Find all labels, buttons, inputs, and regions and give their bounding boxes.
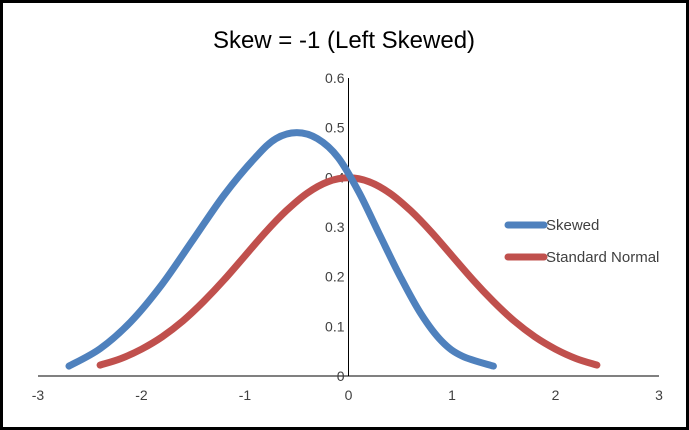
- legend-label-standard-normal: Standard Normal: [546, 249, 659, 266]
- y-tick-label: 0.6: [325, 70, 345, 86]
- y-tick-label: 0: [337, 368, 345, 384]
- chart-svg: Skew = -1 (Left Skewed) -3 -2 -1 0 1 2 3 0 0.1 0.…: [32, 27, 663, 403]
- x-tick-label: 1: [448, 387, 456, 403]
- x-tick-label: -1: [239, 387, 252, 403]
- y-tick-label: 0.1: [325, 318, 345, 334]
- chart-title: Skew = -1 (Left Skewed): [213, 27, 475, 54]
- legend-label-skewed: Skewed: [546, 217, 599, 234]
- x-tick-label: 0: [345, 387, 353, 403]
- y-tick-label: 0.5: [325, 120, 345, 136]
- x-tick-label: 2: [552, 387, 560, 403]
- x-tick-label: -3: [32, 387, 45, 403]
- series-layer: [65, 129, 601, 370]
- x-tick-label: 3: [655, 387, 663, 403]
- y-tick-label: 0.3: [325, 219, 345, 235]
- x-tick-label: -2: [135, 387, 148, 403]
- series-line-skewed: [65, 129, 497, 370]
- y-tick-label: 0.2: [325, 269, 345, 285]
- legend: Skewed Standard Normal: [504, 217, 659, 266]
